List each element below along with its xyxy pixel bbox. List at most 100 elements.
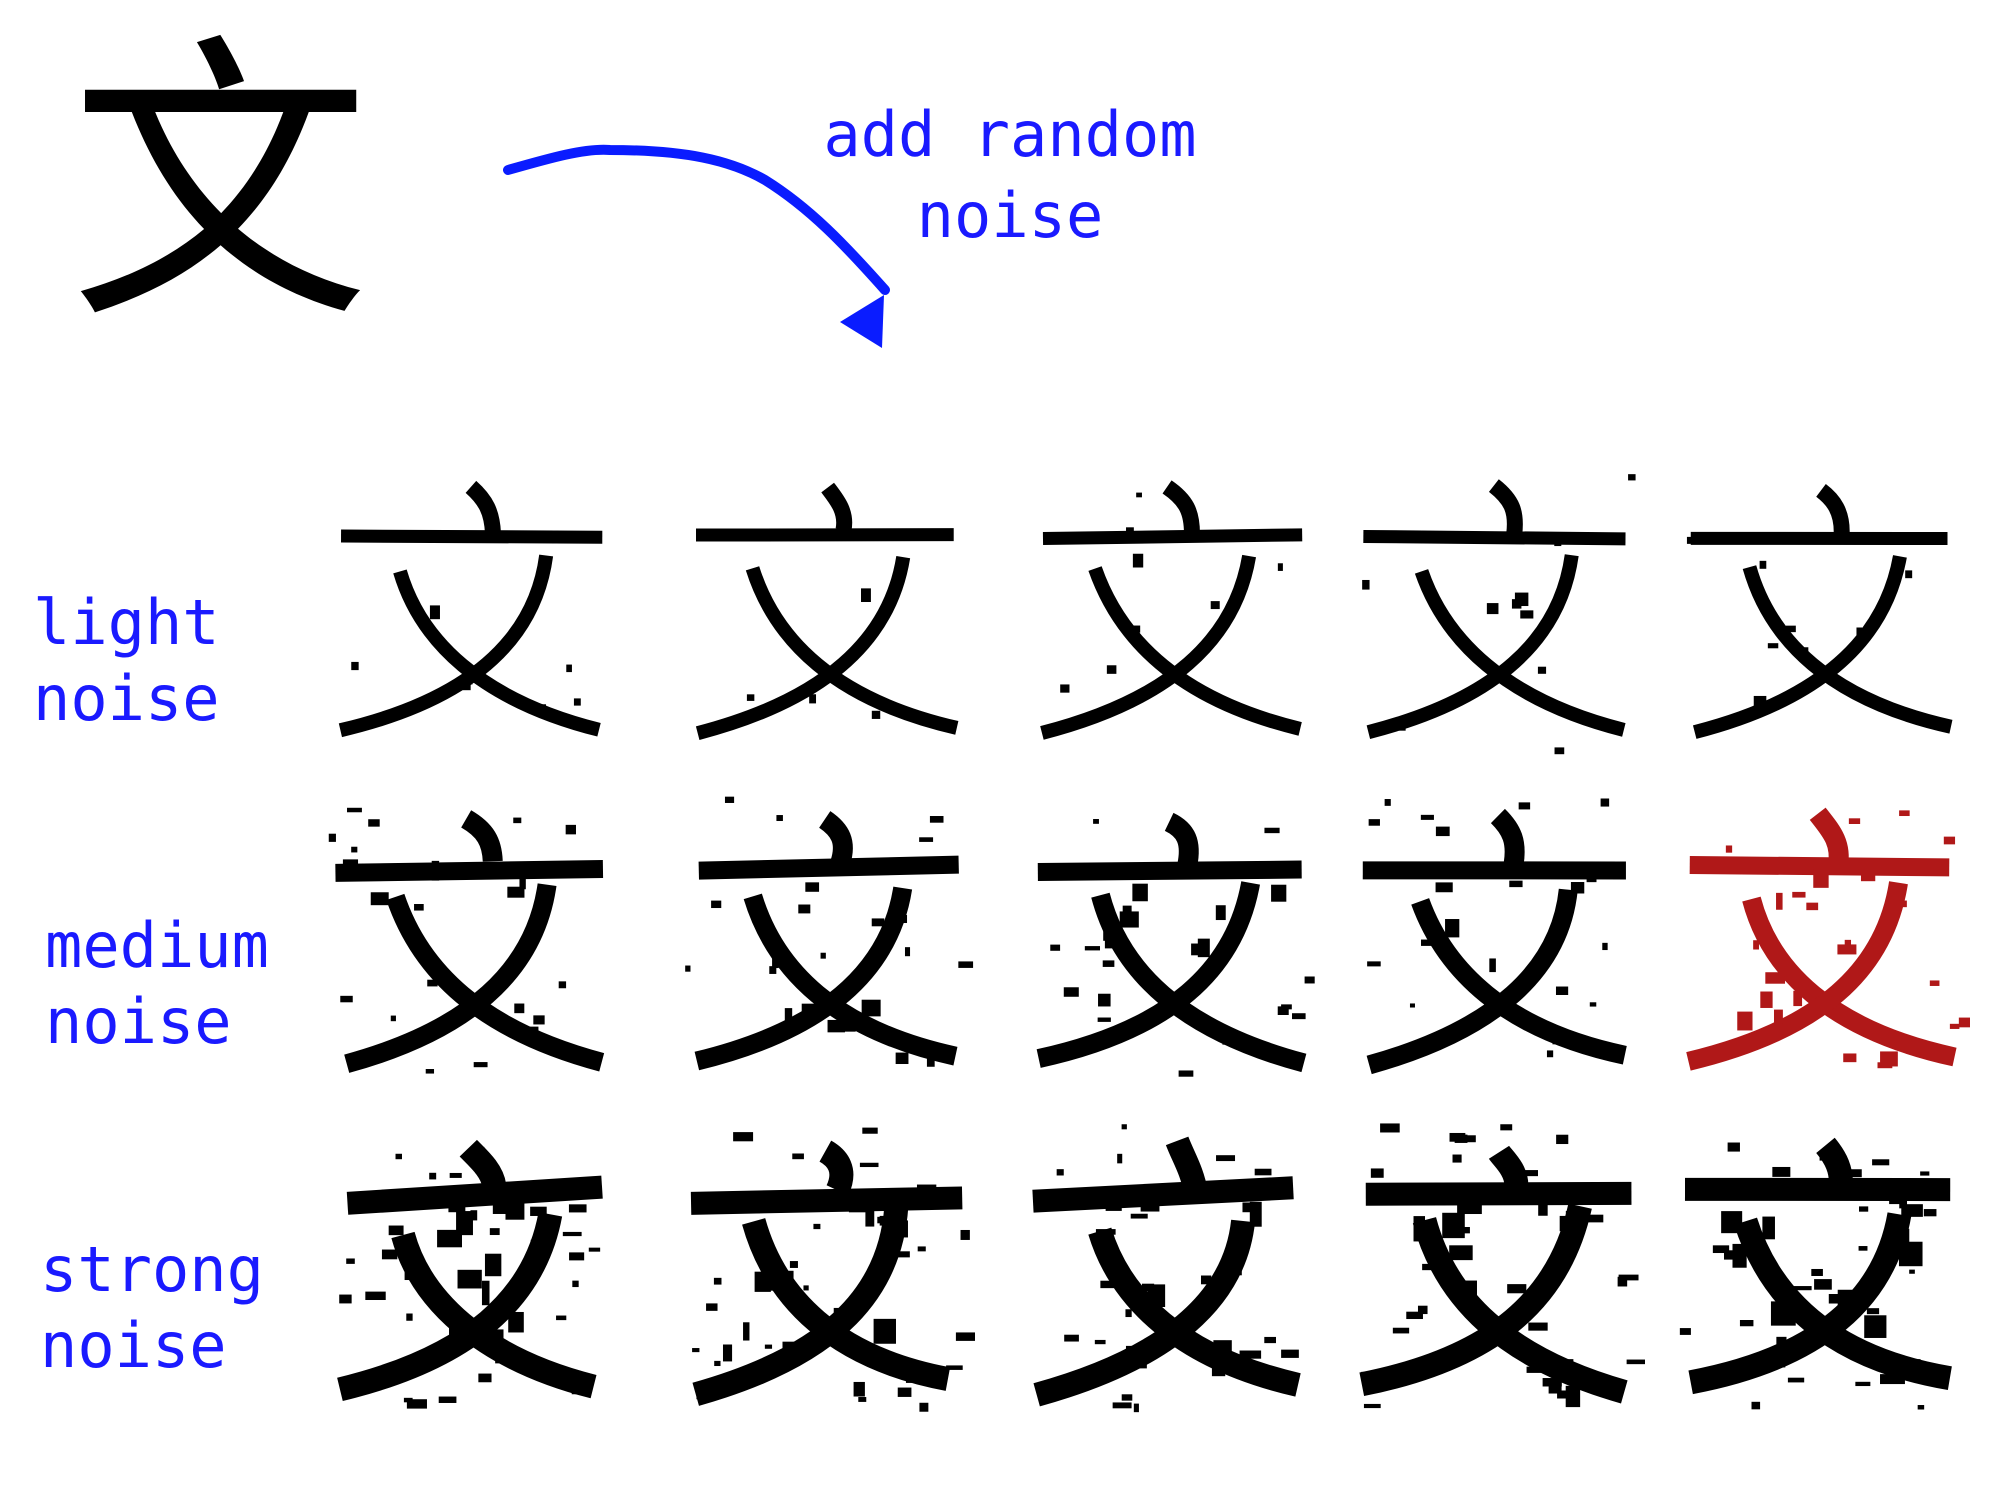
- row-label-light-line-1: light: [33, 586, 220, 659]
- glyph-blob: [489, 1329, 504, 1340]
- noise-speck: [871, 710, 881, 719]
- glyph-stroke: [1689, 855, 1950, 877]
- noise-speck: [351, 846, 358, 853]
- noise-speck: [1843, 1053, 1857, 1063]
- noise-speck: [1863, 963, 1871, 969]
- noise-speck: [805, 882, 820, 892]
- noisy-glyph-image: [1679, 1137, 1952, 1410]
- noise-speck: [1277, 563, 1283, 571]
- noise-speck: [1600, 798, 1610, 807]
- glyph-blob: [1765, 972, 1786, 984]
- glyph-stroke: [745, 566, 959, 735]
- row-label-strong-line-1: strong: [40, 1233, 264, 1306]
- glyph-blob: [1489, 958, 1496, 973]
- glyph-blob: [1785, 625, 1796, 633]
- glyph-blob: [1901, 1204, 1923, 1217]
- noise-speck: [449, 1172, 462, 1178]
- glyph-blob: [897, 893, 904, 911]
- glyph-blob: [1526, 1366, 1548, 1373]
- glyph-stroke: [1040, 554, 1257, 740]
- glyph-stroke: [1036, 881, 1260, 1068]
- noise-speck: [724, 796, 735, 803]
- glyph-blob: [470, 1210, 478, 1221]
- noisy-glyph-image: [1032, 1124, 1301, 1413]
- noise-speck: [1304, 976, 1315, 984]
- glyph-blob: [1565, 1210, 1585, 1218]
- glyph-blob: [753, 1192, 760, 1214]
- noise-speck: [328, 833, 336, 842]
- glyph-blob: [514, 1003, 525, 1014]
- noise-speck: [365, 1291, 386, 1301]
- noise-speck: [1806, 902, 1819, 911]
- noise-speck: [1384, 799, 1391, 806]
- glyph-blob: [772, 948, 779, 969]
- glyph-blob: [1537, 666, 1547, 674]
- noise-speck: [769, 1036, 777, 1042]
- noise-speck: [1102, 960, 1115, 967]
- noise-speck: [489, 1228, 500, 1236]
- noise-speck: [1772, 1166, 1791, 1177]
- glyph-blob: [1215, 905, 1226, 921]
- noise-speck: [1447, 1034, 1455, 1043]
- noise-speck: [1768, 1362, 1786, 1368]
- original-glyph: 文: [70, 11, 370, 360]
- noise-speck: [1130, 1213, 1148, 1219]
- noisy-sample-r1-c1: [320, 460, 620, 760]
- noise-speck: [1917, 1405, 1925, 1410]
- noisy-glyph-image: [1362, 798, 1627, 1075]
- noise-speck: [789, 1261, 798, 1268]
- glyph-blob: [1880, 1374, 1905, 1385]
- glyph-stroke: [1742, 565, 1953, 734]
- noise-speck: [696, 1392, 703, 1400]
- noise-speck: [1787, 1377, 1805, 1383]
- row-label-strong: strong noise: [40, 1232, 264, 1383]
- row-label-medium-line-2: noise: [45, 984, 232, 1058]
- noise-speck: [1767, 643, 1779, 649]
- noisy-glyph-image: [328, 807, 605, 1074]
- glyph-blob: [871, 918, 885, 927]
- noise-speck: [809, 694, 817, 704]
- noise-speck: [339, 1294, 352, 1304]
- noisy-sample-r3-c5: [1670, 1118, 1970, 1418]
- glyph-blob: [1457, 1192, 1482, 1215]
- glyph-blob: [1814, 1279, 1832, 1290]
- noise-speck: [1398, 720, 1406, 731]
- glyph-blob: [754, 1240, 771, 1256]
- noise-speck: [1617, 1276, 1628, 1287]
- glyph-blob: [898, 1220, 908, 1238]
- glyph-blob: [1166, 1327, 1174, 1337]
- noisy-sample-r3-c2: [675, 1118, 975, 1418]
- noise-speck: [919, 837, 934, 842]
- noise-speck: [929, 816, 944, 823]
- glyph-stroke: [1037, 860, 1302, 882]
- noise-speck: [713, 1277, 722, 1285]
- noise-speck: [1870, 1277, 1884, 1286]
- noise-speck: [1117, 1153, 1123, 1164]
- glyph-stroke: [1742, 896, 1957, 1067]
- noise-speck: [1361, 1371, 1367, 1379]
- noise-speck: [556, 1315, 567, 1321]
- noise-speck: [1054, 1193, 1061, 1199]
- noise-speck: [340, 995, 353, 1003]
- noise-speck: [572, 1280, 579, 1288]
- glyph-stroke: [1032, 1176, 1294, 1213]
- glyph-blob: [449, 1317, 471, 1335]
- noise-speck: [1628, 474, 1636, 481]
- noise-speck: [1557, 1390, 1572, 1399]
- glyph-stroke: [1488, 479, 1523, 536]
- noise-speck: [1370, 1168, 1384, 1178]
- glyph-blob: [880, 1245, 894, 1253]
- glyph-blob: [431, 860, 440, 881]
- noisy-glyph-image: [1362, 474, 1636, 755]
- glyph-blob: [905, 1371, 926, 1383]
- noise-speck: [1140, 1205, 1160, 1212]
- noise-speck: [706, 1303, 718, 1311]
- glyph-blob: [1104, 929, 1121, 949]
- noise-speck: [1368, 819, 1380, 826]
- glyph-blob: [1559, 1215, 1581, 1232]
- noise-speck: [1856, 627, 1863, 637]
- noise-speck: [792, 1153, 804, 1160]
- glyph-blob: [891, 1251, 910, 1258]
- glyph-blob: [1130, 625, 1141, 633]
- glyph-blob: [404, 1262, 427, 1281]
